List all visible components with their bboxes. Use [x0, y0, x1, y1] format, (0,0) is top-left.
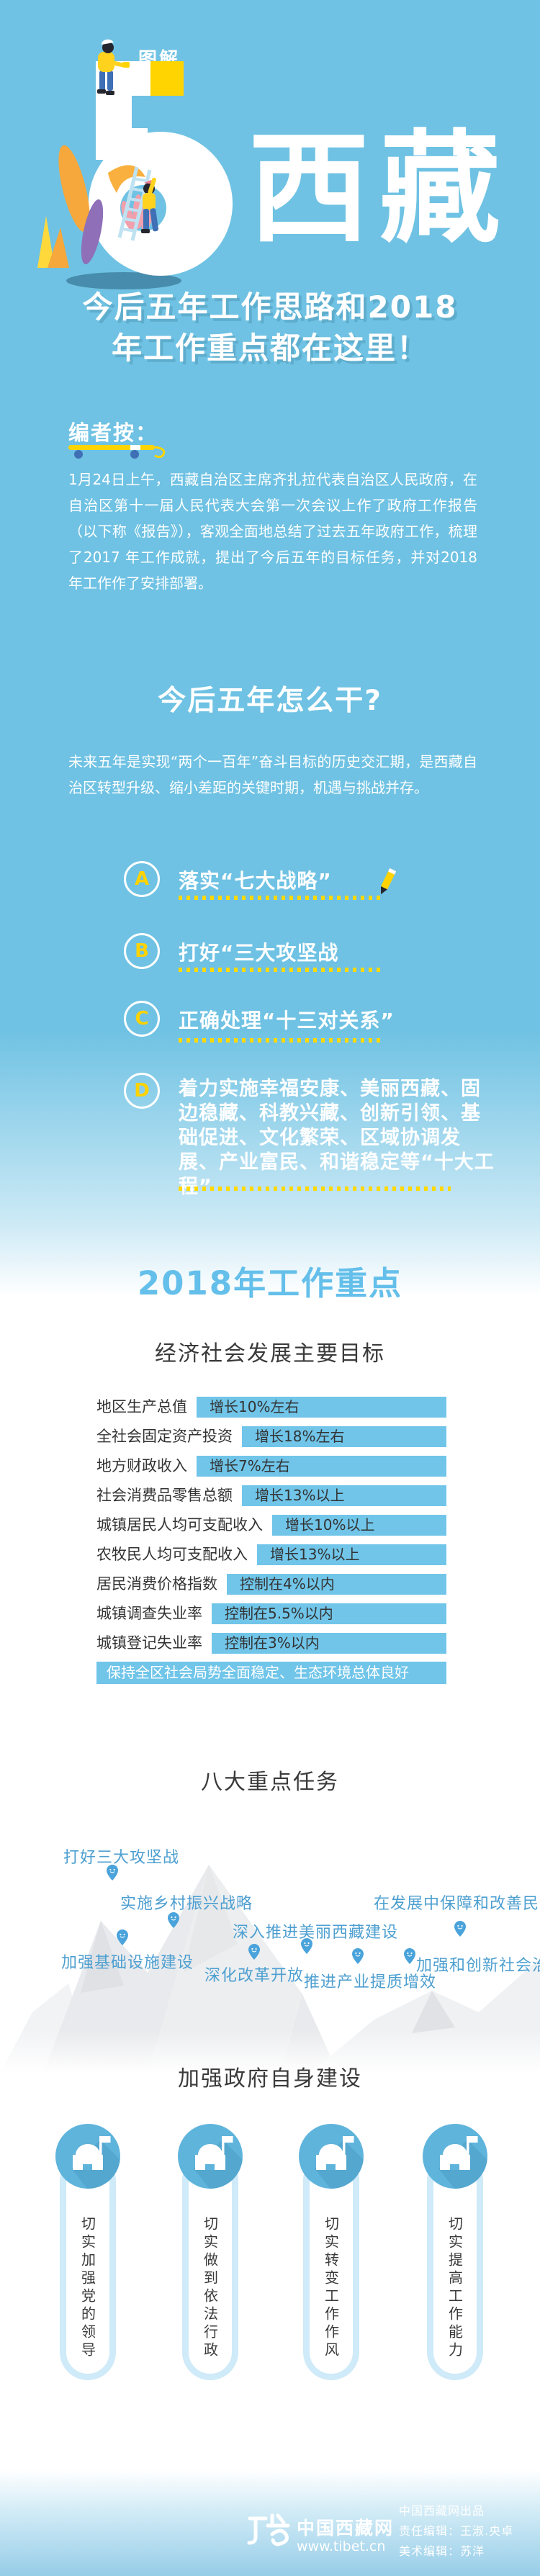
target-value-bar: 增长10%左右 — [197, 1397, 446, 1418]
target-value-bar: 控制在3%以内 — [212, 1633, 446, 1654]
item-letter-b: B — [124, 933, 160, 969]
dotted-underline — [179, 1186, 451, 1191]
item-letter-d: D — [124, 1073, 160, 1109]
gov-heading: 加强政府自身建设 — [178, 2066, 362, 2091]
gov-item: 切实加强党的领导 — [55, 2124, 120, 2390]
work2018-subheading: 经济社会发展主要目标 — [155, 1341, 385, 1366]
map-pin-icon — [301, 1938, 312, 1954]
footer-art-editor: 美术编辑：苏洋 — [399, 2544, 485, 2558]
target-value-bar: 控制在4%以内 — [227, 1574, 446, 1595]
task-label: 深化改革开放 — [204, 1967, 305, 1985]
editor-note-heading: 编者按： — [68, 420, 158, 445]
target-row: 城镇登记失业率 控制在3%以内 — [96, 1633, 446, 1654]
ladder-person — [117, 166, 158, 241]
five-year-intro: 未来五年是实现“两个一百年”奋斗目标的历史交汇期，是西藏自治区转型升级、缩小差距… — [68, 753, 477, 796]
map-pin-icon — [248, 1944, 260, 1960]
target-value-bar: 增长7%左右 — [197, 1456, 446, 1477]
target-row: 全社会固定资产投资 增长18%左右 — [96, 1426, 446, 1447]
task-label: 深入推进美丽西藏建设 — [233, 1924, 399, 1942]
item-letter-c: C — [124, 1001, 160, 1037]
shadow-ellipse — [66, 272, 181, 289]
target-label: 农牧民人均可支配收入 — [96, 1546, 248, 1563]
government-building-icon — [178, 2124, 243, 2189]
sitting-person — [97, 39, 130, 95]
target-summary-bar: 保持全区社会局势全面稳定、生态环境总体良好 — [96, 1662, 446, 1684]
gov-item: 切实做到依法行政 — [178, 2124, 243, 2390]
map-pin-icon — [168, 1912, 179, 1928]
target-row: 城镇调查失业率 控制在5.5%以内 — [96, 1603, 446, 1624]
task-label: 加强和创新社会治理 — [416, 1957, 540, 1975]
task-label: 加强基础设施建设 — [61, 1954, 194, 1972]
eight-tasks-heading: 八大重点任务 — [201, 1770, 339, 1795]
tibet-net-logo — [247, 2513, 290, 2546]
item-text-c: 正确处理“十三对关系” — [179, 1009, 395, 1032]
target-label: 地方财政收入 — [96, 1457, 187, 1474]
target-value-bar: 增长10%以上 — [272, 1515, 446, 1536]
pencil-icon — [380, 868, 396, 895]
dotted-underline — [179, 968, 382, 972]
gov-item-label: 切实做到依法行政 — [201, 2216, 219, 2360]
target-value-bar: 增长13%以上 — [242, 1485, 446, 1506]
hero-illustration — [37, 39, 233, 289]
target-label: 居民消费价格指数 — [96, 1575, 217, 1593]
gov-item: 切实转变工作作风 — [299, 2124, 364, 2390]
gov-capsule — [60, 2153, 116, 2380]
government-building-icon — [55, 2124, 120, 2189]
footer-produced-by: 中国西藏网出品 — [399, 2504, 485, 2518]
government-building-icon — [423, 2124, 487, 2189]
target-label: 地区生产总值 — [96, 1398, 187, 1415]
region-title: 西藏 — [248, 118, 510, 259]
target-label: 社会消费品零售总额 — [96, 1487, 233, 1504]
mountains-illustration — [0, 1865, 540, 2073]
footer-editor: 责任编辑：王淑.央卓 — [399, 2524, 514, 2538]
item-text-a: 落实“七大战略” — [179, 869, 332, 893]
map-pin-icon — [107, 1865, 118, 1881]
task-label: 在发展中保障和改善民生 — [374, 1895, 540, 1913]
page-title-line2: 年工作重点都在这里！ — [111, 330, 428, 366]
gov-capsule — [303, 2153, 359, 2380]
item-text-d: 着力实施幸福安康、美丽西藏、固边稳藏、科教兴藏、创新引领、基础促进、文化繁荣、区… — [179, 1078, 495, 1198]
target-label: 全社会固定资产投资 — [96, 1428, 233, 1445]
gov-capsule — [427, 2153, 483, 2380]
target-value-bar: 增长13%以上 — [257, 1544, 446, 1565]
target-row: 地方财政收入 增长7%左右 — [96, 1456, 446, 1477]
target-row: 城镇居民人均可支配收入 增长10%以上 — [96, 1515, 446, 1536]
item-letter-a: A — [124, 861, 160, 897]
task-label: 推进产业提质增效 — [304, 1973, 437, 1991]
item-text-b: 打好“三大攻坚战 — [179, 941, 339, 965]
target-label: 城镇居民人均可支配收入 — [96, 1516, 263, 1534]
footer-site-name: 中国西藏网 — [297, 2518, 395, 2539]
gov-item-label: 切实提高工作能力 — [446, 2216, 464, 2360]
editor-note-body: 1月24日上午，西藏自治区主席齐扎拉代表自治区人民政府，在自治区第十一届人民代表… — [68, 471, 477, 592]
dotted-underline — [179, 1038, 382, 1042]
target-row: 农牧民人均可支配收入 增长13%以上 — [96, 1544, 446, 1565]
gov-item-label: 切实转变工作作风 — [322, 2216, 340, 2360]
map-pin-icon — [117, 1929, 128, 1945]
map-pin-icon — [454, 1921, 466, 1937]
page-title-line1: 今后五年工作思路和2018 — [82, 289, 458, 325]
target-value-bar: 增长18%左右 — [242, 1426, 446, 1447]
gov-item-label: 切实加强党的领导 — [78, 2216, 96, 2360]
task-label: 实施乡村振兴战略 — [120, 1895, 253, 1913]
yellow-block — [150, 61, 184, 96]
task-label: 打好三大攻坚战 — [63, 1849, 180, 1867]
five-year-heading: 今后五年怎么干? — [158, 685, 382, 717]
target-label: 城镇登记失业率 — [96, 1634, 202, 1652]
dotted-underline — [179, 896, 382, 900]
map-pin-icon — [352, 1948, 364, 1964]
work2018-heading: 2018年工作重点 — [137, 1264, 403, 1302]
gov-item: 切实提高工作能力 — [423, 2124, 487, 2390]
footer-site-url[interactable]: www.tibet.cn — [297, 2539, 386, 2554]
government-building-icon — [299, 2124, 364, 2189]
target-row: 社会消费品零售总额 增长13%以上 — [96, 1485, 446, 1506]
target-row: 地区生产总值 增长10%左右 — [96, 1397, 446, 1418]
target-row: 居民消费价格指数 控制在4%以内 — [96, 1574, 446, 1595]
target-value-bar: 控制在5.5%以内 — [212, 1603, 446, 1624]
page-title: 今后五年工作思路和2018 年工作重点都在这里！ — [0, 287, 540, 369]
skateboard-icon — [68, 445, 166, 459]
map-pin-icon — [404, 1948, 415, 1964]
target-label: 城镇调查失业率 — [96, 1605, 202, 1622]
